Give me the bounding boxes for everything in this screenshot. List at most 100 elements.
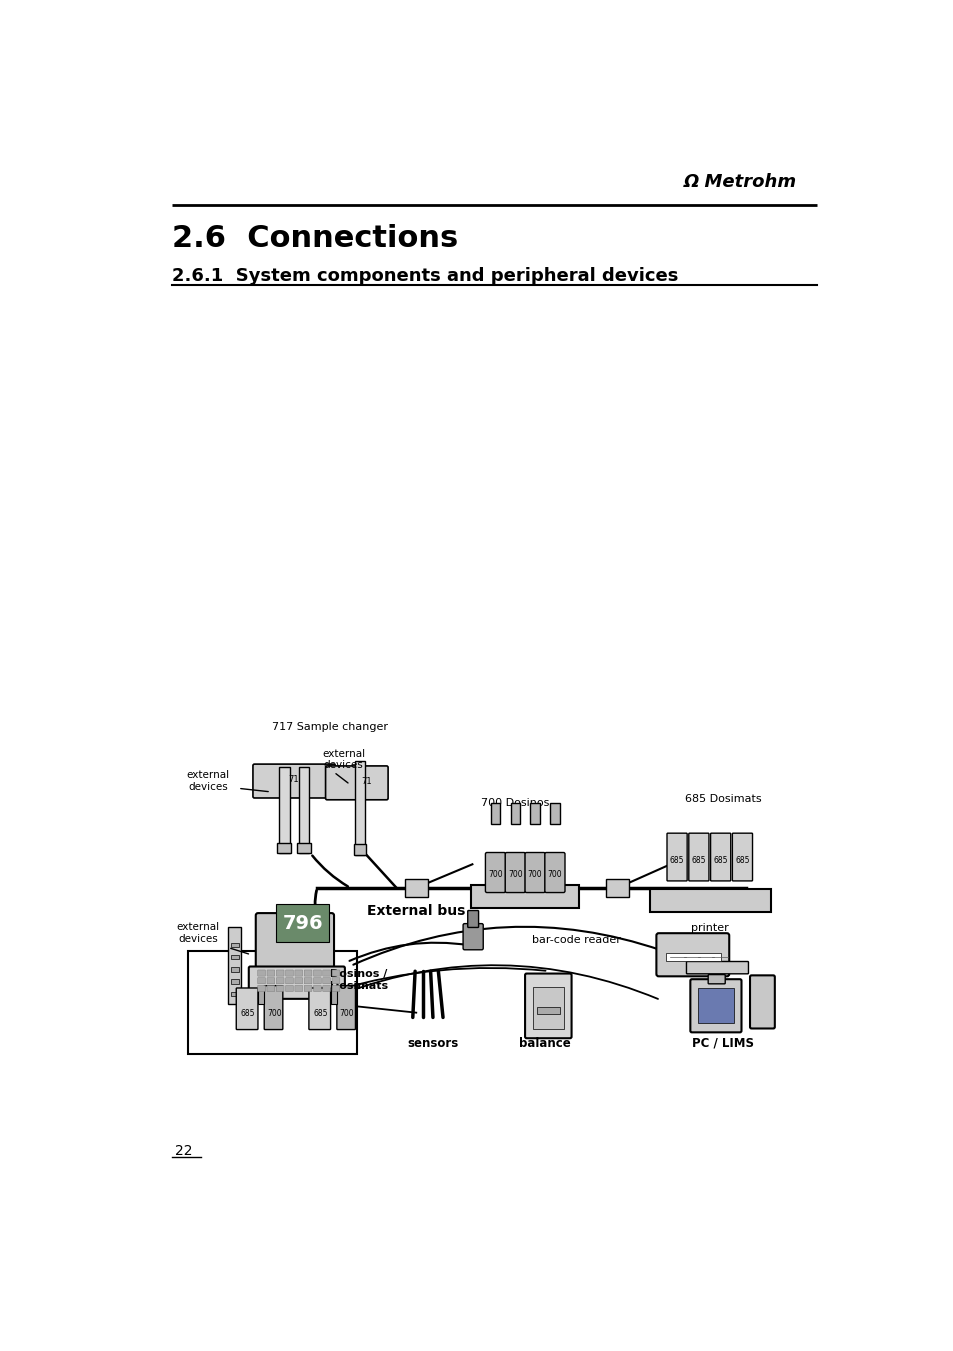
- Text: PC / LIMS: PC / LIMS: [692, 1038, 754, 1050]
- FancyBboxPatch shape: [294, 985, 302, 992]
- FancyBboxPatch shape: [467, 911, 478, 927]
- FancyBboxPatch shape: [749, 975, 774, 1028]
- FancyBboxPatch shape: [314, 970, 321, 977]
- Bar: [530, 802, 539, 824]
- Text: 700: 700: [267, 1009, 281, 1017]
- FancyBboxPatch shape: [485, 852, 505, 893]
- Bar: [276, 904, 329, 943]
- Text: Dosinos /
Dosimats: Dosinos / Dosimats: [330, 969, 388, 990]
- FancyBboxPatch shape: [544, 852, 564, 893]
- Bar: [666, 954, 720, 961]
- Text: 700: 700: [339, 1009, 354, 1017]
- Text: external
devices: external devices: [187, 770, 230, 792]
- Bar: [296, 843, 311, 854]
- FancyBboxPatch shape: [257, 970, 265, 977]
- FancyBboxPatch shape: [688, 834, 708, 881]
- FancyBboxPatch shape: [332, 985, 339, 992]
- Text: external
devices: external devices: [322, 748, 365, 770]
- FancyBboxPatch shape: [690, 979, 740, 1032]
- FancyBboxPatch shape: [314, 978, 321, 984]
- Text: 2.6  Connections: 2.6 Connections: [172, 224, 457, 253]
- FancyBboxPatch shape: [707, 974, 724, 984]
- Text: Ω Metrohm: Ω Metrohm: [683, 173, 797, 192]
- FancyBboxPatch shape: [276, 978, 284, 984]
- Text: 685: 685: [313, 1009, 328, 1017]
- Bar: [649, 889, 770, 912]
- FancyBboxPatch shape: [304, 978, 312, 984]
- FancyBboxPatch shape: [285, 978, 293, 984]
- Bar: [231, 955, 238, 959]
- Text: balance: balance: [518, 1038, 570, 1050]
- FancyBboxPatch shape: [304, 970, 312, 977]
- FancyBboxPatch shape: [236, 988, 257, 1029]
- FancyBboxPatch shape: [267, 985, 274, 992]
- Bar: [331, 989, 336, 1004]
- FancyBboxPatch shape: [314, 985, 321, 992]
- Bar: [355, 761, 364, 855]
- FancyBboxPatch shape: [285, 970, 293, 977]
- Bar: [231, 943, 238, 947]
- FancyBboxPatch shape: [285, 985, 293, 992]
- FancyBboxPatch shape: [255, 913, 334, 967]
- FancyBboxPatch shape: [462, 924, 483, 950]
- FancyBboxPatch shape: [249, 966, 345, 998]
- Text: 685: 685: [691, 857, 705, 866]
- FancyBboxPatch shape: [524, 852, 544, 893]
- FancyBboxPatch shape: [322, 978, 330, 984]
- Bar: [277, 843, 291, 854]
- Bar: [404, 878, 428, 897]
- Text: printer: printer: [691, 923, 728, 932]
- Text: External bus: External bus: [366, 904, 465, 919]
- Text: 700: 700: [527, 870, 542, 878]
- FancyBboxPatch shape: [732, 834, 752, 881]
- Text: 700: 700: [488, 870, 502, 878]
- FancyBboxPatch shape: [332, 970, 339, 977]
- Text: 700: 700: [547, 870, 561, 878]
- FancyBboxPatch shape: [267, 970, 274, 977]
- FancyBboxPatch shape: [710, 834, 730, 881]
- Bar: [231, 967, 238, 971]
- Bar: [491, 802, 499, 824]
- FancyBboxPatch shape: [325, 766, 388, 800]
- FancyBboxPatch shape: [257, 985, 265, 992]
- Bar: [278, 766, 290, 854]
- FancyBboxPatch shape: [505, 852, 525, 893]
- FancyBboxPatch shape: [332, 978, 339, 984]
- Bar: [298, 766, 309, 854]
- Text: sensors: sensors: [407, 1038, 457, 1050]
- FancyBboxPatch shape: [336, 986, 355, 1029]
- FancyBboxPatch shape: [304, 985, 312, 992]
- Bar: [354, 844, 366, 855]
- Bar: [231, 979, 238, 984]
- Bar: [189, 951, 356, 1054]
- Text: external
devices: external devices: [176, 923, 220, 944]
- Text: 717 Sample changer: 717 Sample changer: [273, 721, 388, 732]
- Text: 700: 700: [507, 870, 522, 878]
- Text: 22: 22: [174, 1144, 193, 1158]
- Text: 685: 685: [735, 857, 749, 866]
- Bar: [550, 802, 559, 824]
- Bar: [471, 885, 578, 908]
- Text: 685 Dosimats: 685 Dosimats: [684, 794, 760, 804]
- Bar: [537, 1008, 559, 1013]
- Bar: [510, 802, 519, 824]
- FancyBboxPatch shape: [294, 970, 302, 977]
- FancyBboxPatch shape: [276, 985, 284, 992]
- Text: 700 Dosinos: 700 Dosinos: [480, 797, 549, 808]
- FancyBboxPatch shape: [309, 988, 331, 1029]
- FancyBboxPatch shape: [322, 970, 330, 977]
- FancyBboxPatch shape: [294, 978, 302, 984]
- Bar: [698, 989, 733, 1023]
- FancyBboxPatch shape: [322, 985, 330, 992]
- FancyBboxPatch shape: [257, 978, 265, 984]
- Bar: [231, 992, 238, 997]
- FancyBboxPatch shape: [264, 986, 282, 1029]
- Text: 71: 71: [361, 777, 372, 785]
- Bar: [533, 986, 563, 1029]
- FancyBboxPatch shape: [686, 962, 748, 974]
- FancyBboxPatch shape: [253, 765, 335, 798]
- Bar: [228, 927, 240, 1004]
- Text: 2.6.1  System components and peripheral devices: 2.6.1 System components and peripheral d…: [172, 267, 678, 285]
- Text: 796: 796: [282, 913, 323, 932]
- Text: 685: 685: [669, 857, 683, 866]
